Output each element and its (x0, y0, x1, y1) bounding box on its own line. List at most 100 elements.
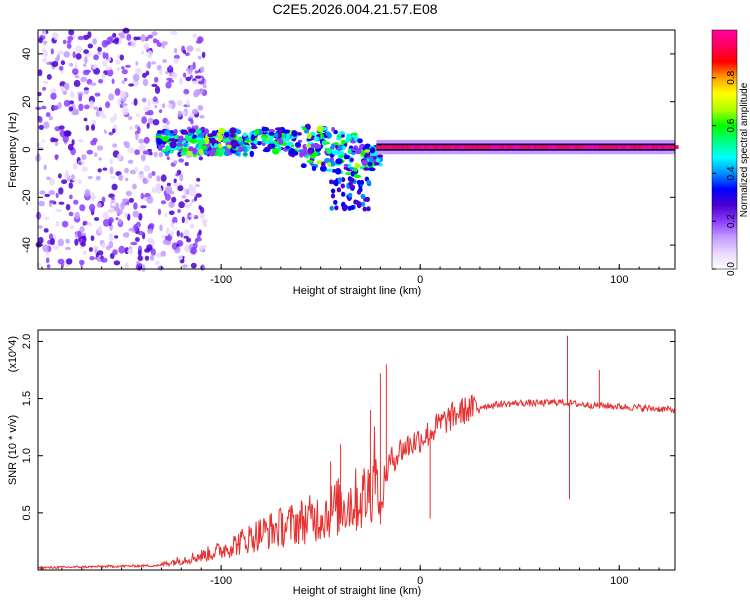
spectrogram-cell (58, 187, 64, 195)
spectrogram-cell (168, 138, 175, 142)
spectrogram-cell (358, 187, 363, 193)
spectrogram-cell (62, 39, 67, 45)
spectrogram-line-cell (512, 145, 517, 149)
spectrogram-cell (314, 144, 322, 149)
spectrogram-cell (140, 192, 144, 200)
spectrogram-cell (160, 250, 166, 257)
spectrogram-cell (195, 186, 200, 192)
spectrogram-cell (158, 109, 163, 113)
colorbar-tick-label: 0.0 (726, 262, 737, 276)
spectrogram-cell (202, 221, 207, 228)
snr-noise-marks (330, 335, 600, 525)
spectrogram-cell (88, 100, 95, 109)
spectrogram-cell (135, 113, 140, 118)
spectrogram-cell (105, 52, 109, 60)
spectrogram-cell (134, 149, 141, 156)
spectrogram-cell (249, 150, 255, 158)
spectrogram-cell (224, 137, 230, 142)
spectrogram-cell (67, 143, 74, 151)
spectrogram-x-tick-label: 100 (610, 274, 628, 286)
spectrogram-cell (338, 155, 345, 158)
spectrogram-cell (97, 51, 102, 55)
spectrogram-cell (63, 99, 71, 107)
spectrogram-line-cell (385, 145, 390, 149)
spectrogram-cell (77, 91, 84, 97)
spectrogram-cell (147, 99, 151, 108)
spectrogram-cell (173, 129, 178, 135)
spectrogram-line-cell (647, 145, 653, 149)
spectrogram-cell (160, 200, 167, 205)
spectrogram-cell (168, 100, 175, 104)
spectrogram-line-cell (477, 145, 482, 149)
spectrogram-cell (68, 106, 74, 112)
spectrogram-cell (183, 229, 190, 237)
spectrogram-cell (83, 63, 87, 68)
spectrogram-cell (364, 149, 371, 153)
spectrogram-cell (162, 125, 169, 129)
spectrogram-line-cell (516, 145, 521, 149)
spectrogram-cell (69, 225, 75, 230)
spectrogram-cell (58, 201, 65, 205)
spectrogram-cell (117, 32, 125, 37)
spectrogram-cell (350, 147, 356, 152)
spectrogram-cell (89, 203, 96, 212)
spectrogram-cell (178, 158, 184, 163)
spectrogram-cell (89, 82, 97, 86)
spectrogram-cell (176, 230, 180, 237)
spectrogram-line-cell (582, 145, 587, 149)
snr-x-tick-label: 0 (417, 575, 423, 587)
spectrogram-line-cell (591, 145, 596, 149)
spectrogram-cell (127, 146, 134, 154)
spectrogram-cell (59, 129, 66, 138)
spectrogram-cell (357, 138, 363, 144)
spectrogram-line-cell (577, 145, 583, 149)
spectrogram-cell (201, 145, 207, 150)
spectrogram-cell (197, 105, 204, 111)
spectrogram-line-cell (656, 145, 662, 149)
spectrogram-cell (45, 112, 51, 118)
spectrogram-cell (289, 148, 296, 155)
spectrogram-x-ticks: -100 0 100 (41, 264, 660, 286)
spectrogram-cell (179, 173, 184, 182)
spectrogram-y-tick-label: 20 (21, 96, 33, 108)
spectrogram-cell (196, 177, 201, 182)
spectrogram-cell (100, 257, 108, 263)
spectrogram-cell (68, 211, 74, 217)
spectrogram-cell (183, 184, 190, 190)
colorbar-scale (711, 29, 738, 270)
spectrogram-cell (137, 255, 143, 262)
spectrogram-cell (164, 151, 170, 157)
snr-y-tick-label: 0.5 (21, 505, 33, 520)
spectrogram-cell (160, 174, 167, 182)
spectrogram-cell (124, 167, 129, 174)
spectrogram-cell (119, 54, 125, 61)
spectrogram-cell (45, 257, 50, 264)
spectrogram-cell (130, 39, 137, 48)
spectrogram-line-cell (380, 145, 386, 149)
spectrogram-cell (165, 71, 169, 75)
spectrogram-cell (254, 128, 260, 135)
spectrogram-cell (157, 208, 162, 216)
snr-y-tick-label: 1.0 (21, 448, 33, 463)
spectrogram-cell (85, 124, 90, 131)
spectrogram-cell (192, 61, 196, 70)
spectrogram-cell (50, 48, 54, 55)
spectrogram-cell (166, 33, 171, 38)
spectrogram-cell (81, 166, 88, 172)
spectrogram-cell (188, 146, 194, 152)
spectrogram-cell (340, 177, 346, 183)
spectrogram-cell (102, 219, 110, 227)
spectrogram-cell (63, 51, 71, 58)
spectrogram-cell (161, 235, 166, 239)
spectrogram-cell (138, 144, 146, 152)
spectrogram-cell (62, 90, 67, 96)
spectrogram-cell (39, 190, 46, 195)
spectrogram-cell (155, 183, 161, 190)
spectrogram-cell (235, 129, 242, 135)
spectrogram-cell (185, 204, 191, 209)
spectrogram-cell (80, 241, 86, 247)
spectrogram-cell (354, 175, 360, 179)
spectrogram-cell (97, 46, 102, 53)
spectrogram-cell (64, 246, 71, 251)
spectrogram-cell (242, 132, 248, 137)
